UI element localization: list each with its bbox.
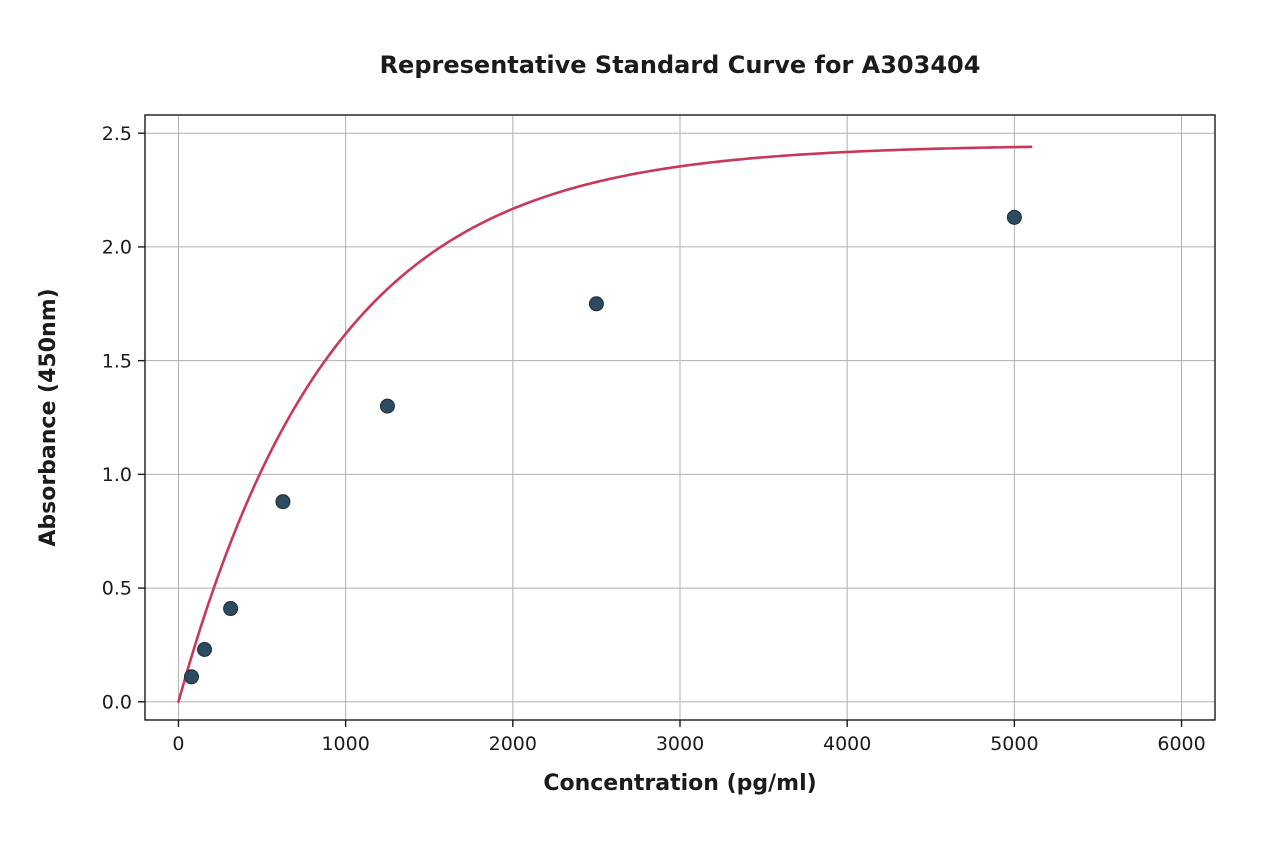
y-tick-label: 2.0: [102, 237, 132, 259]
data-point: [198, 642, 212, 656]
data-point: [380, 399, 394, 413]
data-point: [276, 495, 290, 509]
x-axis-label: Concentration (pg/ml): [543, 771, 816, 796]
y-tick-label: 1.0: [102, 464, 132, 486]
data-point: [589, 297, 603, 311]
chart-title: Representative Standard Curve for A30340…: [380, 51, 981, 79]
y-axis-label: Absorbance (450nm): [36, 288, 61, 546]
data-point: [224, 602, 238, 616]
x-tick-label: 3000: [656, 733, 704, 755]
x-tick-label: 4000: [823, 733, 871, 755]
y-tick-label: 1.5: [102, 350, 132, 372]
y-tick-label: 2.5: [102, 123, 132, 145]
x-tick-label: 6000: [1157, 733, 1205, 755]
standard-curve-chart: 0 1000 2000 3000 4000 5000 6000 0.0 0.5 1.0 1.5 2.…: [0, 0, 1280, 845]
y-tick-label: 0.0: [102, 691, 132, 713]
x-tick-label: 0: [172, 733, 184, 755]
x-tick-label: 2000: [489, 733, 537, 755]
data-point: [1007, 210, 1021, 224]
y-tick-label: 0.5: [102, 578, 132, 600]
x-tick-label: 5000: [990, 733, 1038, 755]
data-point: [184, 670, 198, 684]
chart-container: 0 1000 2000 3000 4000 5000 6000 0.0 0.5 1.0 1.5 2.…: [0, 0, 1280, 845]
x-tick-label: 1000: [321, 733, 369, 755]
